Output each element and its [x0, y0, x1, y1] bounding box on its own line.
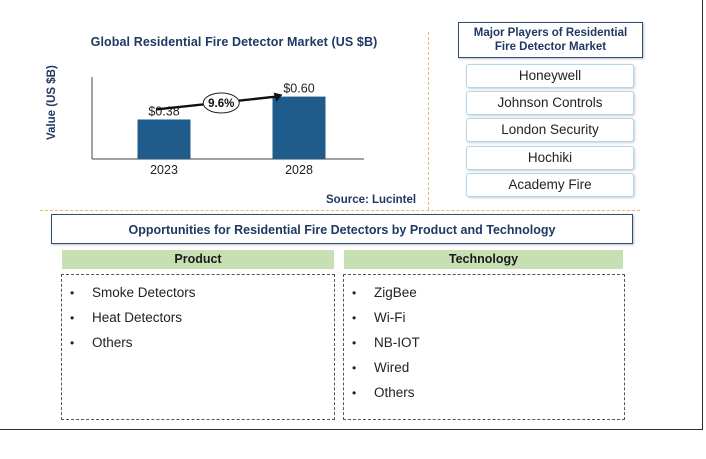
technology-item-label: Wired	[374, 360, 410, 375]
vertical-separator	[428, 32, 429, 210]
player-box: Johnson Controls	[466, 91, 634, 115]
technology-list-box: • ZigBee • Wi-Fi • NB-IOT • Wired • Others	[343, 274, 625, 420]
player-box: Hochiki	[466, 146, 634, 170]
technology-item: • Wi-Fi	[352, 309, 624, 334]
product-item-label: Heat Detectors	[92, 310, 183, 325]
chart-title: Global Residential Fire Detector Market …	[90, 35, 378, 49]
technology-item: • NB-IOT	[352, 334, 624, 359]
source-note: Source: Lucintel	[326, 194, 417, 206]
x-tick-label: 2023	[150, 163, 178, 177]
technology-item: • Wired	[352, 359, 624, 384]
bullet: •	[70, 286, 75, 300]
product-list-box: • Smoke Detectors • Heat Detectors • Others	[61, 274, 335, 420]
x-tick-label: 2028	[285, 163, 313, 177]
bar	[137, 119, 191, 159]
infographic-frame	[0, 0, 703, 430]
bullet: •	[70, 336, 75, 350]
player-box: Academy Fire	[466, 173, 634, 197]
product-item: • Heat Detectors	[70, 309, 334, 334]
player-box: Honeywell	[466, 64, 634, 88]
technology-item-label: ZigBee	[374, 285, 417, 300]
opportunities-title: Opportunities for Residential Fire Detec…	[51, 214, 633, 244]
technology-item: • Others	[352, 384, 624, 409]
product-item-label: Others	[92, 335, 133, 350]
technology-item-label: Wi-Fi	[374, 310, 406, 325]
bullet: •	[352, 386, 357, 400]
product-item: • Others	[70, 334, 334, 359]
bullet: •	[352, 361, 357, 375]
bullet: •	[352, 286, 357, 300]
product-header: Product	[62, 250, 334, 269]
bottom-band	[0, 430, 706, 459]
technology-item-label: Others	[374, 385, 415, 400]
product-item: • Smoke Detectors	[70, 284, 334, 309]
bullet: •	[70, 311, 75, 325]
bar	[272, 96, 326, 159]
cagr-label: 9.6%	[208, 98, 234, 110]
growth-arrowhead	[273, 92, 283, 102]
player-box: London Security	[466, 118, 634, 142]
technology-item: • ZigBee	[352, 284, 624, 309]
horizontal-separator	[40, 210, 640, 211]
bullet: •	[352, 311, 357, 325]
technology-header: Technology	[344, 250, 623, 269]
bullet: •	[352, 336, 357, 350]
technology-item-label: NB-IOT	[374, 335, 420, 350]
players-title: Major Players of Residential Fire Detect…	[458, 22, 643, 58]
product-item-label: Smoke Detectors	[92, 285, 196, 300]
y-axis-label: Value (US $B)	[46, 65, 58, 140]
data-label: $0.60	[283, 82, 314, 96]
cagr-ellipse	[202, 92, 240, 114]
